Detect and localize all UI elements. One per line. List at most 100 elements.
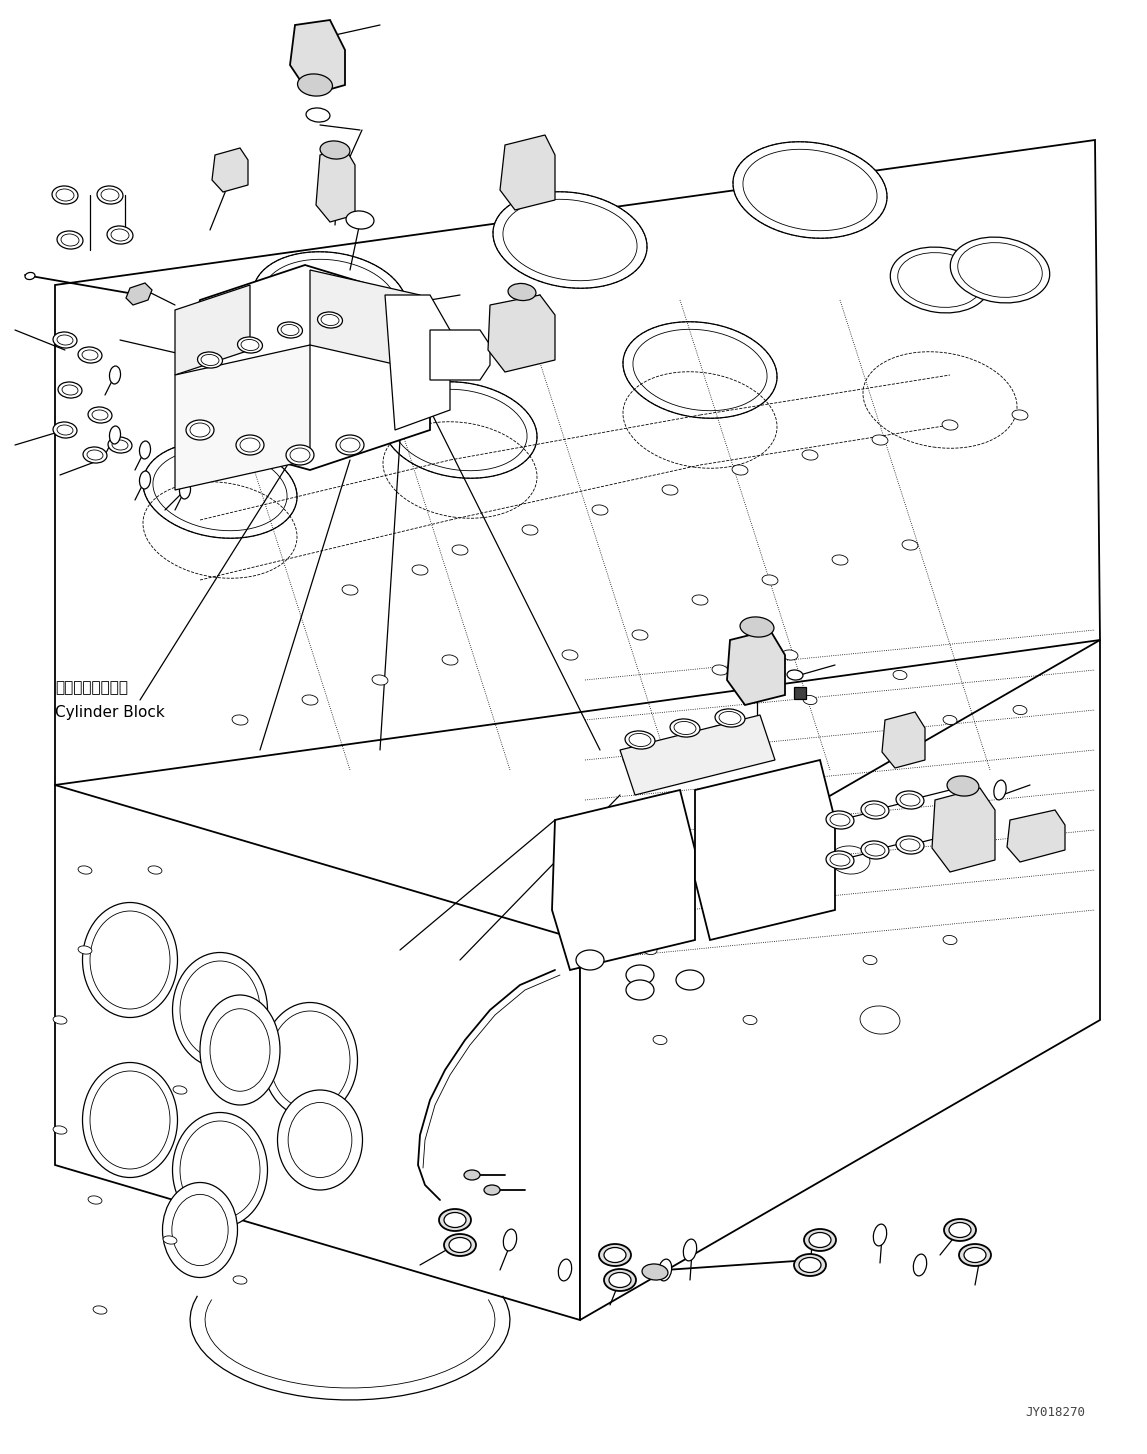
Ellipse shape (860, 1006, 900, 1034)
Ellipse shape (609, 1272, 631, 1287)
Ellipse shape (963, 1248, 986, 1262)
Ellipse shape (53, 1125, 67, 1134)
Ellipse shape (913, 1255, 927, 1277)
Polygon shape (487, 295, 555, 372)
Ellipse shape (448, 1237, 471, 1252)
Ellipse shape (559, 1259, 571, 1281)
Ellipse shape (830, 846, 869, 874)
Ellipse shape (78, 867, 92, 874)
Ellipse shape (320, 141, 350, 158)
Ellipse shape (623, 756, 637, 765)
Ellipse shape (642, 1264, 668, 1280)
Ellipse shape (674, 721, 696, 734)
Ellipse shape (898, 253, 982, 307)
Text: JY018270: JY018270 (1025, 1406, 1085, 1419)
Polygon shape (310, 270, 420, 369)
Ellipse shape (633, 329, 767, 410)
Ellipse shape (57, 231, 83, 249)
Ellipse shape (576, 949, 604, 970)
Ellipse shape (83, 350, 97, 361)
Ellipse shape (143, 442, 297, 538)
Ellipse shape (393, 390, 528, 471)
Ellipse shape (809, 1233, 830, 1248)
Ellipse shape (861, 801, 889, 819)
Ellipse shape (676, 970, 704, 990)
Ellipse shape (109, 426, 120, 443)
Ellipse shape (172, 1194, 228, 1265)
Ellipse shape (522, 525, 538, 535)
Ellipse shape (107, 225, 133, 244)
Ellipse shape (830, 853, 850, 867)
Ellipse shape (210, 1009, 270, 1092)
Ellipse shape (599, 1245, 631, 1266)
Ellipse shape (629, 733, 651, 746)
Ellipse shape (186, 420, 214, 441)
Ellipse shape (684, 1239, 696, 1261)
Polygon shape (621, 715, 775, 795)
Ellipse shape (286, 445, 314, 465)
Ellipse shape (89, 1072, 170, 1169)
Ellipse shape (813, 795, 827, 804)
Polygon shape (882, 712, 924, 768)
Polygon shape (212, 148, 248, 192)
Ellipse shape (148, 867, 162, 874)
Polygon shape (317, 148, 356, 222)
Ellipse shape (872, 435, 888, 445)
Text: シリンダブロック: シリンダブロック (55, 680, 128, 695)
Ellipse shape (97, 186, 123, 204)
Ellipse shape (743, 1015, 757, 1025)
Ellipse shape (626, 965, 654, 984)
Ellipse shape (762, 574, 778, 585)
Ellipse shape (88, 1195, 102, 1204)
Ellipse shape (950, 237, 1050, 302)
Polygon shape (180, 265, 430, 470)
Ellipse shape (83, 446, 107, 462)
Ellipse shape (865, 843, 885, 856)
Ellipse shape (643, 945, 657, 955)
Ellipse shape (692, 595, 708, 605)
Bar (794, 686, 806, 699)
Ellipse shape (713, 726, 727, 734)
Ellipse shape (1012, 410, 1028, 420)
Ellipse shape (281, 324, 299, 336)
Ellipse shape (943, 935, 957, 945)
Ellipse shape (604, 1269, 635, 1291)
Ellipse shape (863, 955, 877, 964)
Ellipse shape (101, 189, 119, 201)
Ellipse shape (902, 539, 918, 550)
Ellipse shape (896, 836, 924, 853)
Ellipse shape (62, 385, 78, 395)
Ellipse shape (732, 465, 748, 475)
Ellipse shape (383, 382, 537, 478)
Ellipse shape (993, 781, 1006, 800)
Ellipse shape (658, 1259, 672, 1281)
Ellipse shape (372, 675, 388, 685)
Ellipse shape (484, 1185, 500, 1195)
Ellipse shape (604, 1248, 626, 1262)
Ellipse shape (302, 695, 318, 705)
Ellipse shape (172, 1112, 267, 1227)
Ellipse shape (625, 731, 655, 749)
Ellipse shape (190, 423, 210, 438)
Ellipse shape (197, 352, 223, 368)
Polygon shape (175, 285, 250, 375)
Ellipse shape (799, 1258, 821, 1272)
Ellipse shape (89, 912, 170, 1009)
Ellipse shape (236, 435, 264, 455)
Ellipse shape (412, 566, 428, 576)
Polygon shape (1007, 810, 1066, 862)
Ellipse shape (804, 1229, 836, 1250)
Ellipse shape (502, 199, 637, 281)
Ellipse shape (712, 664, 728, 675)
Ellipse shape (336, 435, 364, 455)
Ellipse shape (894, 670, 907, 679)
Ellipse shape (87, 449, 103, 459)
Ellipse shape (715, 710, 744, 727)
Ellipse shape (297, 74, 333, 96)
Ellipse shape (493, 192, 647, 288)
Ellipse shape (508, 284, 536, 301)
Ellipse shape (201, 355, 219, 365)
Ellipse shape (890, 247, 990, 313)
Ellipse shape (140, 441, 150, 459)
Ellipse shape (444, 1213, 466, 1227)
